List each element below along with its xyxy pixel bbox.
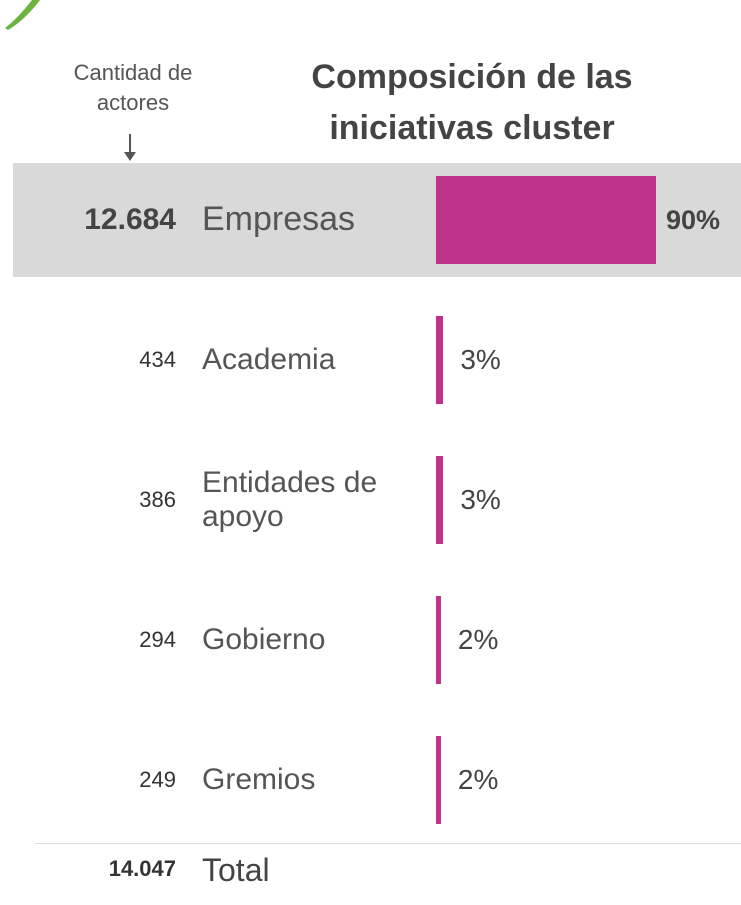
row: 294 Gobierno 2% <box>0 583 741 697</box>
value-label: 3% <box>460 484 501 515</box>
row: 386 Entidades de apoyo 3% <box>0 443 741 557</box>
bar <box>436 316 444 404</box>
bar <box>436 176 656 264</box>
bar <box>436 596 441 684</box>
count: 386 <box>139 487 176 512</box>
leaf-logo <box>5 0 40 30</box>
category-label: Entidades de apoyo <box>202 465 378 534</box>
total-rule <box>35 843 741 844</box>
value-label: 3% <box>460 344 501 375</box>
count-header: Cantidad de actores <box>73 60 193 115</box>
row: 12.684 Empresas 90% <box>0 163 741 277</box>
bar <box>436 456 444 544</box>
bar <box>436 736 441 824</box>
category-label: Gobierno <box>202 622 326 656</box>
value-label: 2% <box>457 764 499 795</box>
down-arrow <box>124 134 136 161</box>
count: 249 <box>139 767 176 792</box>
category-label: Empresas <box>202 200 356 239</box>
count: 434 <box>139 347 176 372</box>
row: 434 Academia 3% <box>0 303 741 417</box>
value-label: 90% <box>665 204 720 235</box>
count: 12.684 <box>84 203 176 236</box>
total-count: 14.047 <box>108 856 176 881</box>
row: 249 Gremios 2% <box>0 723 741 837</box>
value-label: 2% <box>457 624 499 655</box>
count: 294 <box>139 627 176 652</box>
total-label: Total <box>202 852 270 888</box>
category-label: Academia <box>202 342 336 376</box>
category-label: Gremios <box>202 762 316 796</box>
chart-title: Composición de las iniciativas cluster <box>311 58 633 147</box>
